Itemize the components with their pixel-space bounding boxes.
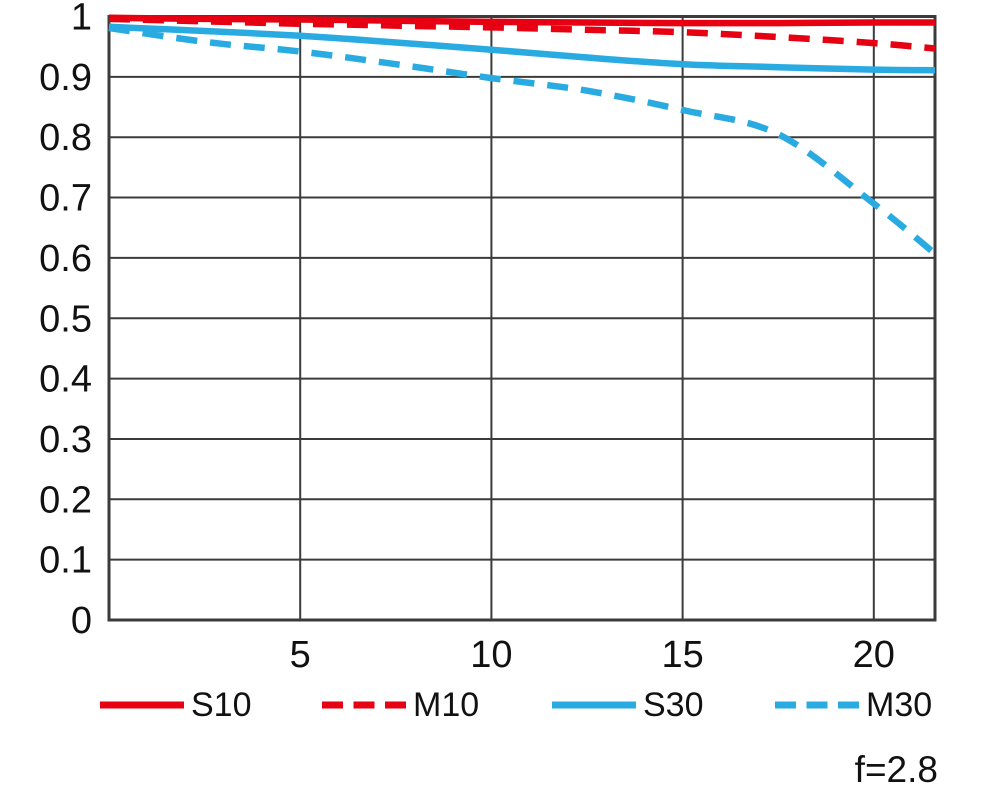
y-tick-label: 0.8 (39, 117, 92, 159)
aperture-label: f=2.8 (854, 749, 938, 789)
y-tick-label: 0.6 (39, 238, 92, 280)
x-axis-labels: 5 10 15 20 (290, 634, 895, 676)
legend-item-m10: M10 (322, 686, 479, 724)
series-line-m10 (108, 15, 936, 52)
legend-item-s10: S10 (100, 686, 252, 724)
y-tick-label: 0.2 (39, 479, 92, 521)
series-line-m30 (108, 24, 938, 257)
x-tick-label: 20 (853, 634, 895, 676)
legend-label-m10: M10 (413, 686, 480, 724)
plot-border (107, 15, 937, 622)
y-axis-labels: 0 0.1 0.2 0.3 0.4 0.5 0.6 0.7 0.8 0.9 1 (39, 0, 92, 642)
y-tick-label: 0 (71, 600, 92, 642)
legend-line-solid-red-icon (100, 701, 184, 709)
x-tick-label: 15 (661, 634, 703, 676)
legend-label-m30: M30 (866, 686, 933, 724)
y-tick-label: 0.1 (39, 540, 92, 582)
y-tick-label: 0.5 (39, 298, 92, 340)
legend-label-s30: S30 (643, 686, 704, 724)
legend-line-dashed-red-icon (322, 701, 406, 709)
legend-line-dashed-blue-icon (775, 701, 859, 709)
y-tick-label: 0.9 (39, 57, 92, 99)
y-tick-label: 0.3 (39, 419, 92, 461)
legend-item-m30: M30 (775, 686, 932, 724)
legend-label-s10: S10 (191, 686, 252, 724)
legend: S10 M10 S30 M30 (0, 686, 1000, 724)
y-tick-label: 0.7 (39, 178, 92, 220)
gridlines (109, 16, 935, 620)
legend-item-s30: S30 (552, 686, 704, 724)
series-line-s30 (108, 23, 936, 74)
y-tick-label: 0.4 (39, 359, 92, 401)
legend-line-solid-blue-icon (552, 701, 636, 709)
series-line-s10 (108, 14, 936, 27)
x-tick-label: 5 (290, 634, 311, 676)
x-tick-label: 10 (470, 634, 512, 676)
series-curves (108, 14, 938, 257)
y-tick-label: 1 (71, 0, 92, 39)
